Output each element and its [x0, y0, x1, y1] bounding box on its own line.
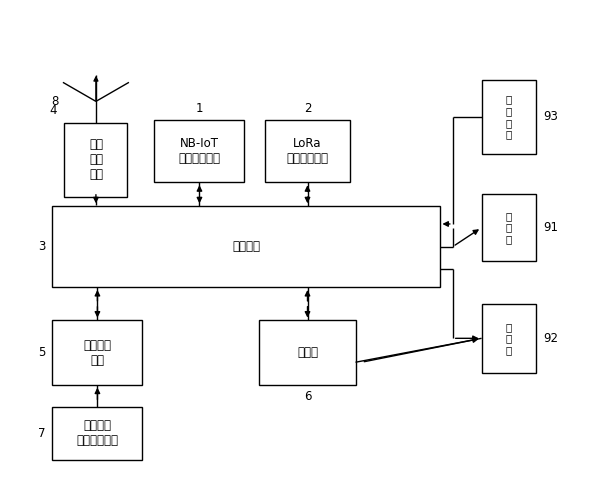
Text: 92: 92 — [543, 332, 558, 345]
Text: 6: 6 — [304, 390, 311, 403]
Text: 信号
检测
单元: 信号 检测 单元 — [89, 138, 103, 181]
Bar — [52, 407, 142, 459]
Bar — [259, 320, 356, 385]
Text: 5: 5 — [38, 346, 45, 359]
Text: 控
制
键
盘: 控 制 键 盘 — [505, 94, 512, 139]
Text: 定时器: 定时器 — [297, 346, 318, 359]
Bar — [482, 304, 535, 373]
Text: 微控制器: 微控制器 — [232, 240, 260, 253]
Text: 显
示
器: 显 示 器 — [505, 211, 512, 244]
Text: 1: 1 — [196, 102, 203, 115]
Text: 91: 91 — [543, 221, 558, 234]
Text: 3: 3 — [38, 240, 45, 253]
Text: 2: 2 — [304, 102, 311, 115]
Text: 93: 93 — [543, 110, 558, 124]
Text: 7: 7 — [38, 427, 45, 440]
Text: 智能无线
温湿度监测器: 智能无线 温湿度监测器 — [77, 419, 118, 447]
Text: NB-IoT
透传通讯模组: NB-IoT 透传通讯模组 — [178, 137, 221, 165]
Bar — [65, 123, 127, 197]
Bar — [154, 120, 244, 182]
Text: 4: 4 — [49, 104, 57, 117]
Text: 8: 8 — [51, 95, 58, 108]
Bar — [52, 206, 440, 287]
Bar — [265, 120, 350, 182]
Text: 蜂
鸣
器: 蜂 鸣 器 — [505, 322, 512, 355]
Bar — [482, 194, 535, 261]
Text: LoRa
透传通讯模块: LoRa 透传通讯模块 — [286, 137, 329, 165]
Bar — [52, 320, 142, 385]
Text: 数据采集
单元: 数据采集 单元 — [83, 339, 112, 366]
Bar — [482, 80, 535, 154]
